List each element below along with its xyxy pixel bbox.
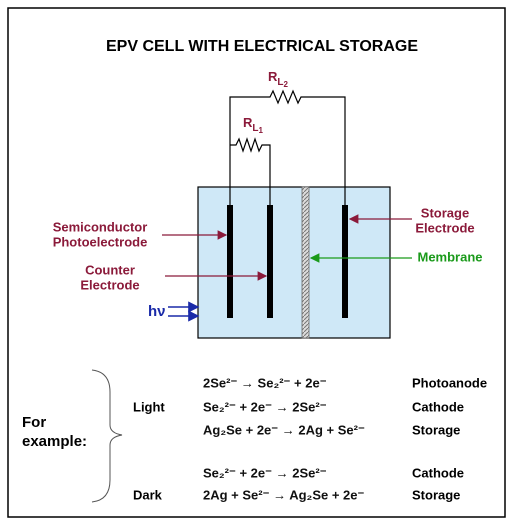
- equation: Se₂²⁻ + 2e⁻ → 2Se²⁻: [203, 465, 327, 480]
- resistor-label: RL1: [243, 115, 264, 135]
- intro: example:: [22, 433, 87, 450]
- subscript-index: 1: [259, 126, 264, 135]
- role: Photoanode: [412, 375, 487, 390]
- label: Storage: [421, 205, 469, 220]
- photoelectrode: [227, 205, 233, 318]
- condition: Dark: [133, 487, 163, 502]
- cell: [197, 186, 391, 339]
- condition: Light: [133, 399, 165, 414]
- label: Photoelectrode: [53, 234, 148, 249]
- equation: 2Se²⁻ → Se₂²⁻ + 2e⁻: [203, 375, 327, 390]
- counter-electrode: [267, 205, 273, 318]
- membrane: [301, 186, 310, 339]
- inner-circuit: [230, 137, 271, 205]
- label: hν: [148, 303, 166, 320]
- subscript: L: [277, 77, 283, 88]
- outer-circuit: [229, 89, 346, 205]
- role: Storage: [412, 422, 460, 437]
- storage-electrode: [342, 205, 348, 318]
- equation: 2Ag + Se²⁻ → Ag₂Se + 2e⁻: [203, 487, 364, 502]
- label: Counter: [85, 262, 135, 277]
- subscript-index: 2: [284, 80, 289, 89]
- label: Semiconductor: [53, 219, 148, 234]
- symbol: R: [268, 69, 278, 84]
- symbol: R: [243, 115, 253, 130]
- equation: Se₂²⁻ + 2e⁻ → 2Se²⁻: [203, 399, 327, 414]
- resistor-label: RL2: [268, 69, 289, 89]
- role: Cathode: [412, 399, 464, 414]
- label: Electrode: [415, 220, 474, 235]
- brace: [91, 369, 123, 503]
- subscript: L: [252, 123, 258, 134]
- equation: Ag₂Se + 2e⁻ → 2Ag + Se²⁻: [203, 422, 365, 437]
- role: Cathode: [412, 465, 464, 480]
- title: EPV CELL WITH ELECTRICAL STORAGE: [106, 38, 418, 55]
- label: Membrane: [417, 249, 482, 264]
- role: Storage: [412, 487, 460, 502]
- label: Electrode: [80, 277, 139, 292]
- intro: For: [22, 414, 46, 431]
